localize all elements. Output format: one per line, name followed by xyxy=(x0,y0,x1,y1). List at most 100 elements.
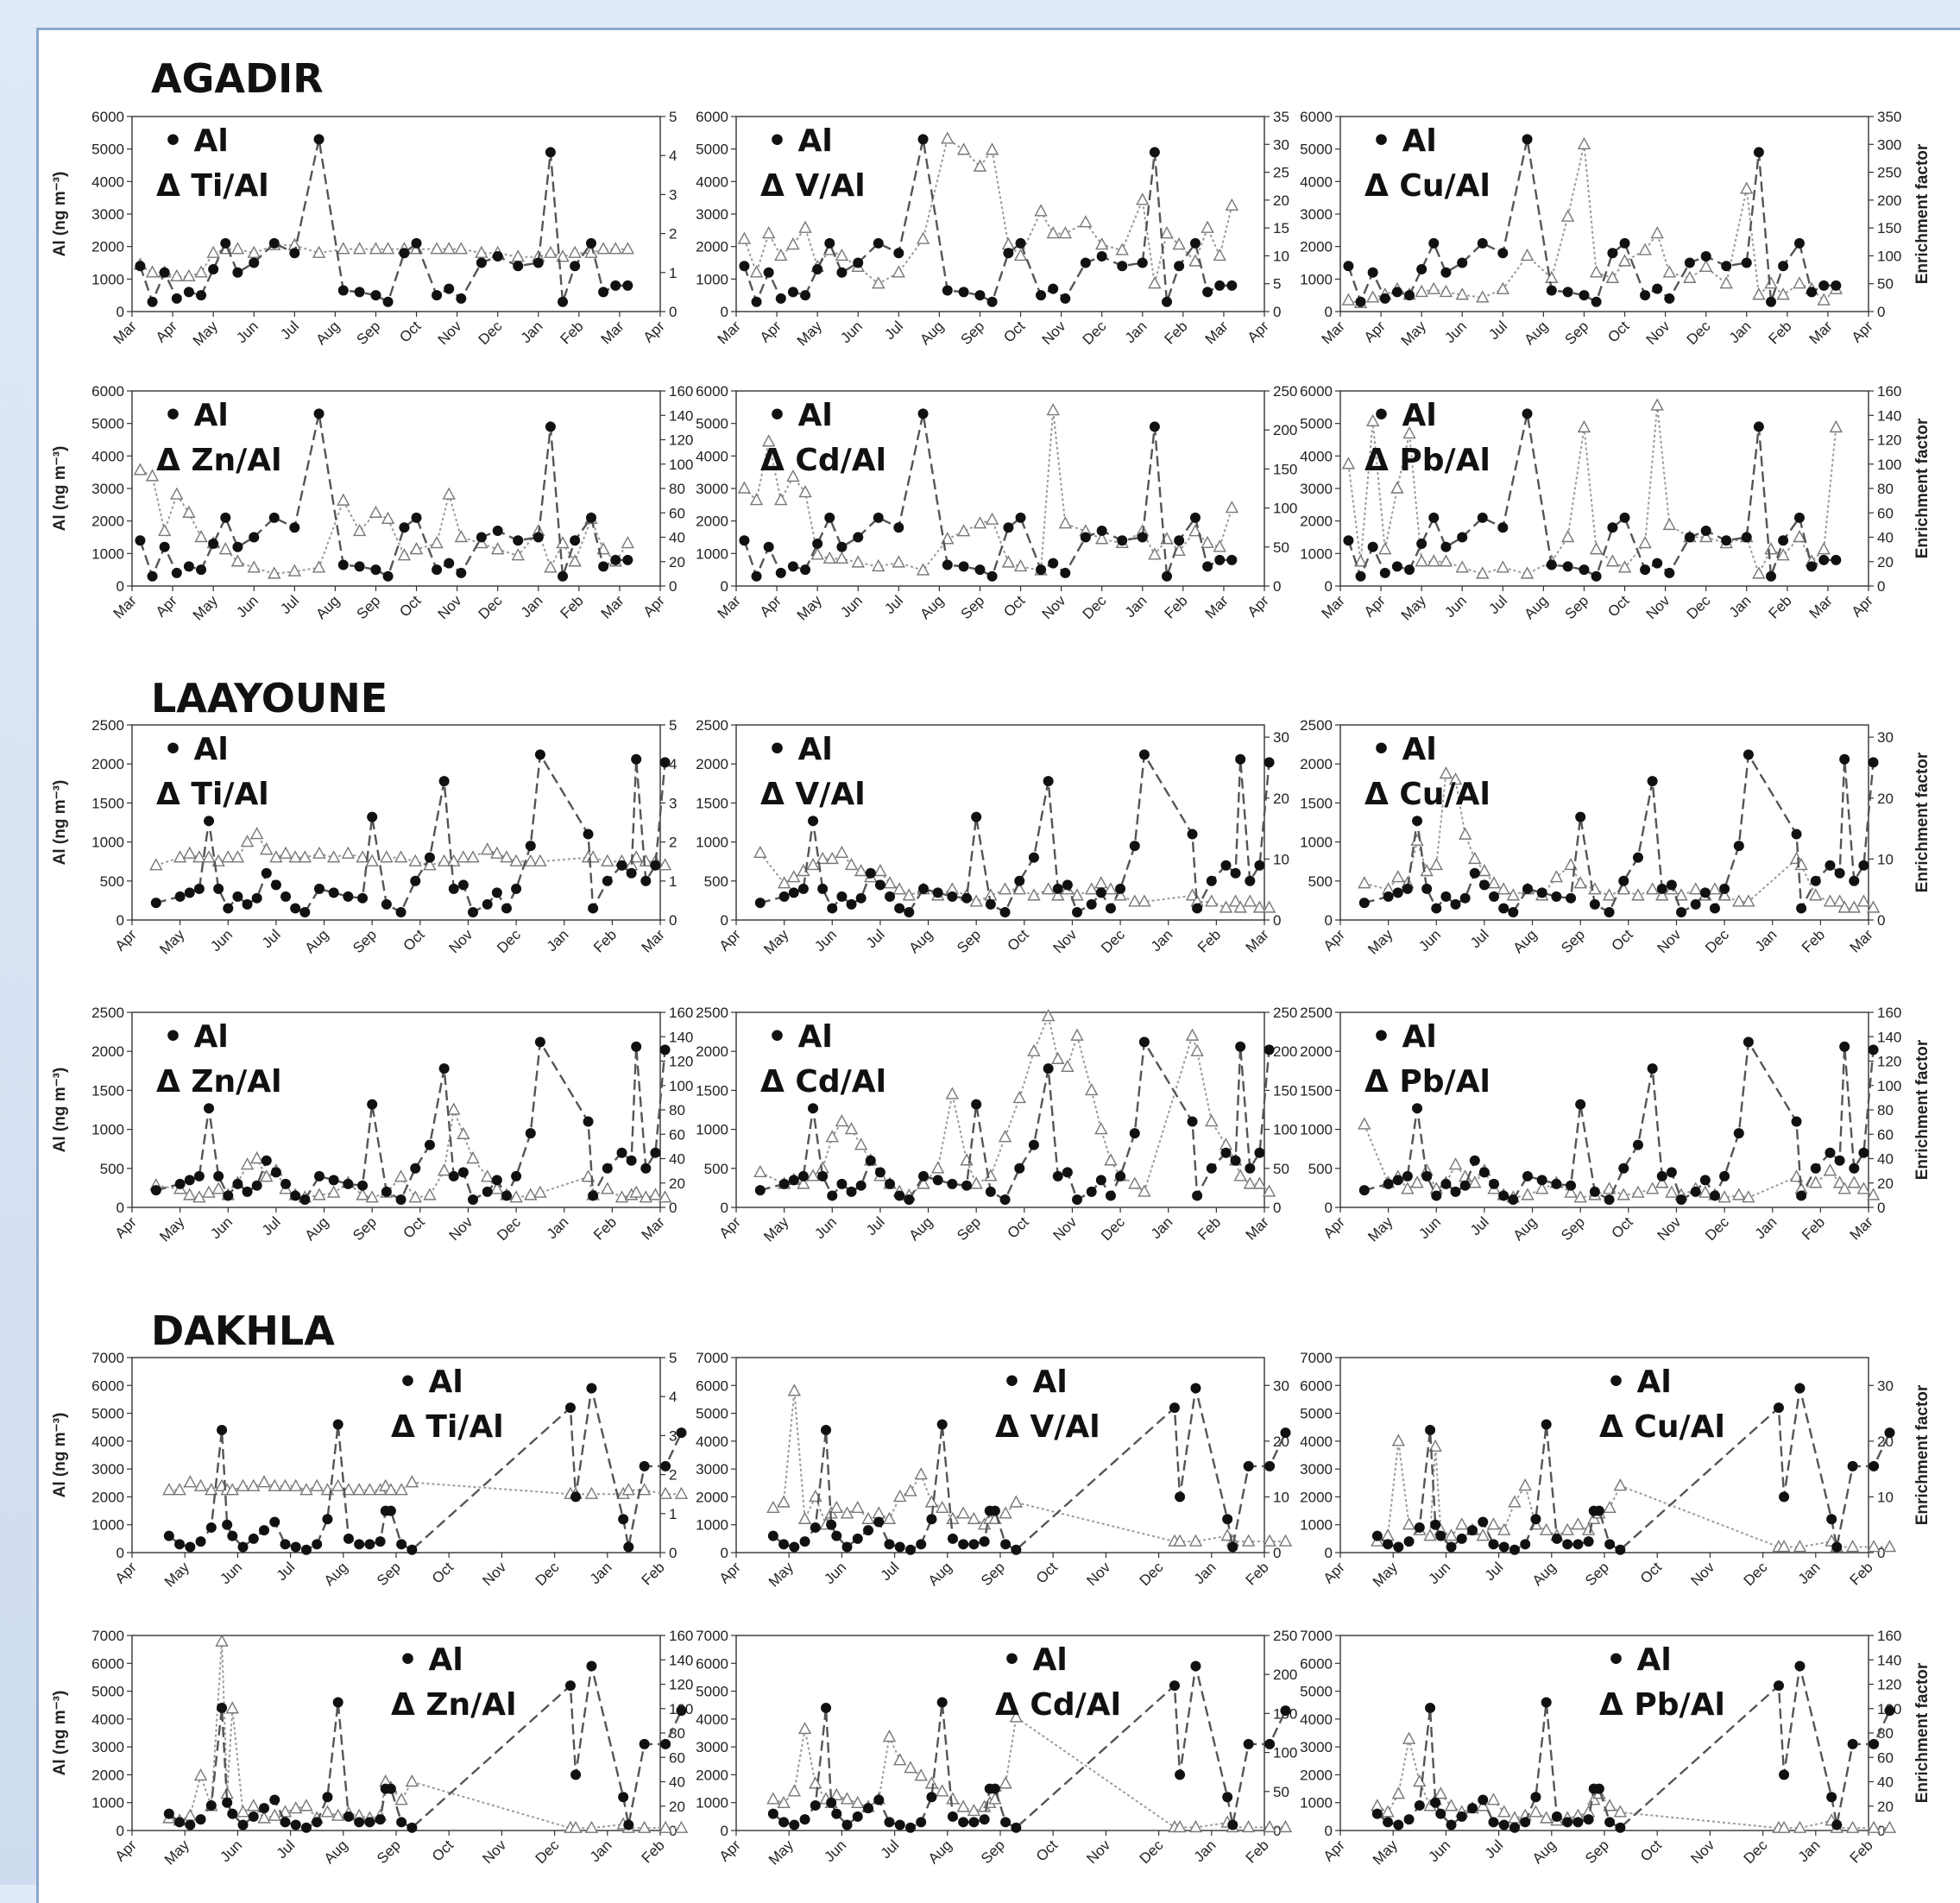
ratio-point xyxy=(1866,900,1881,913)
ratio-point xyxy=(749,493,764,506)
al-point xyxy=(492,525,503,536)
x-tick-label: Jan xyxy=(544,926,572,955)
ratio-point xyxy=(1188,1819,1203,1833)
al-point xyxy=(242,898,253,910)
ratio-point xyxy=(945,1087,960,1100)
al-point xyxy=(873,1794,885,1805)
al-point xyxy=(1778,261,1789,272)
ratio-point xyxy=(1228,894,1243,907)
al-point xyxy=(947,891,958,902)
al-point xyxy=(1826,1514,1837,1525)
al-point xyxy=(855,1180,867,1191)
al-point xyxy=(259,1803,269,1814)
x-tick-label: Dec xyxy=(1684,318,1714,348)
al-point xyxy=(204,1103,215,1114)
y2-tick-label: 20 xyxy=(1877,1175,1894,1192)
al-point xyxy=(1869,1738,1880,1749)
al-point xyxy=(1522,883,1533,894)
ratio-point xyxy=(289,1478,303,1491)
y2-tick-label: 140 xyxy=(1877,407,1901,424)
y-tick-label: 6000 xyxy=(696,1655,728,1672)
x-tick-label: Apr xyxy=(716,926,744,954)
y2-tick-label: 5 xyxy=(1273,276,1281,293)
ratio-point xyxy=(1410,833,1424,846)
y2-tick-label: 250 xyxy=(1273,1628,1297,1644)
al-point xyxy=(375,1536,386,1547)
ratio-point xyxy=(1095,237,1109,250)
y-tick-label: 1000 xyxy=(1300,271,1333,287)
y-tick-label: 3000 xyxy=(91,1739,124,1755)
ratio-point xyxy=(774,248,788,262)
al-point xyxy=(1509,1822,1520,1833)
al-point xyxy=(1264,1460,1276,1471)
y-tick-label: 1000 xyxy=(91,835,124,851)
y2-tick-label: 40 xyxy=(1877,1774,1894,1791)
al-point xyxy=(1664,567,1675,578)
al-point xyxy=(300,1822,312,1833)
al-point xyxy=(406,1822,418,1833)
al-point xyxy=(438,776,450,787)
al-point xyxy=(1206,1163,1217,1174)
y-tick-label: 2000 xyxy=(1300,239,1333,255)
y2-tick-label: 100 xyxy=(1877,457,1901,473)
al-point xyxy=(1572,1817,1584,1828)
al-point xyxy=(602,875,613,886)
al-point xyxy=(999,906,1011,917)
ratio-point xyxy=(369,242,383,255)
ratio-point xyxy=(466,1151,480,1164)
ratio-point xyxy=(1520,248,1535,262)
al-point xyxy=(492,250,503,262)
legend-ratio: Δ V/Al xyxy=(760,777,866,812)
al-point xyxy=(513,261,524,272)
legend-ratio: Δ Cu/Al xyxy=(1364,168,1490,204)
ratio-point xyxy=(648,1188,663,1200)
x-tick-label: Aug xyxy=(321,1559,351,1589)
x-tick-label: Jan xyxy=(1122,318,1150,346)
y2-tick-label: 0 xyxy=(1877,1823,1885,1839)
ratio-point xyxy=(973,516,987,529)
figure-panel: AGADIR LAAYOUNE DAKHLA 0 1000 2000 3000 4000 500… xyxy=(36,28,1960,1903)
x-tick-label: Jul xyxy=(881,318,906,343)
ratio-point xyxy=(447,854,461,866)
ratio-point xyxy=(1185,1028,1200,1041)
al-point xyxy=(337,285,349,296)
al-point xyxy=(916,1539,927,1550)
y-tick-label: 1000 xyxy=(696,1795,728,1812)
al-point xyxy=(370,564,381,576)
x-tick-label: Apr xyxy=(1320,926,1348,954)
legend-al: • Al xyxy=(1371,398,1437,433)
y-tick-label: 2500 xyxy=(696,717,728,734)
al-point xyxy=(1137,257,1148,268)
ratio-point xyxy=(1689,882,1703,895)
x-tick-label: Feb xyxy=(1799,926,1828,955)
al-point xyxy=(942,559,953,570)
al-point xyxy=(1430,1797,1441,1808)
x-tick-label: Jul xyxy=(1467,926,1492,951)
x-tick-label: Sep xyxy=(350,1213,380,1244)
x-tick-label: Mar xyxy=(598,592,627,621)
al-point xyxy=(650,1147,661,1158)
ratio-point xyxy=(1655,1175,1669,1188)
y-tick-label: 1000 xyxy=(91,1517,124,1534)
al-point xyxy=(1562,1817,1573,1828)
chart-agadir-zn-al: 0100020003000400050006000020406080100120… xyxy=(51,383,693,624)
ratio-point xyxy=(924,1495,939,1508)
al-point xyxy=(1779,1491,1790,1503)
ratio-point xyxy=(584,1486,599,1499)
ratio-point xyxy=(998,1130,1012,1143)
ratio-point xyxy=(1777,1820,1791,1833)
legend-al: • Al xyxy=(767,398,833,433)
al-point xyxy=(395,906,406,917)
ratio-point xyxy=(568,245,582,258)
al-point xyxy=(1478,1794,1489,1805)
al-point xyxy=(894,1819,905,1831)
al-point xyxy=(1190,1660,1201,1672)
ratio-point xyxy=(288,850,302,863)
al-point xyxy=(1858,860,1869,871)
al-point xyxy=(1615,1822,1626,1833)
y-tick-label: 2000 xyxy=(91,239,124,255)
al-point xyxy=(396,1817,407,1828)
ratio-point xyxy=(761,226,776,239)
